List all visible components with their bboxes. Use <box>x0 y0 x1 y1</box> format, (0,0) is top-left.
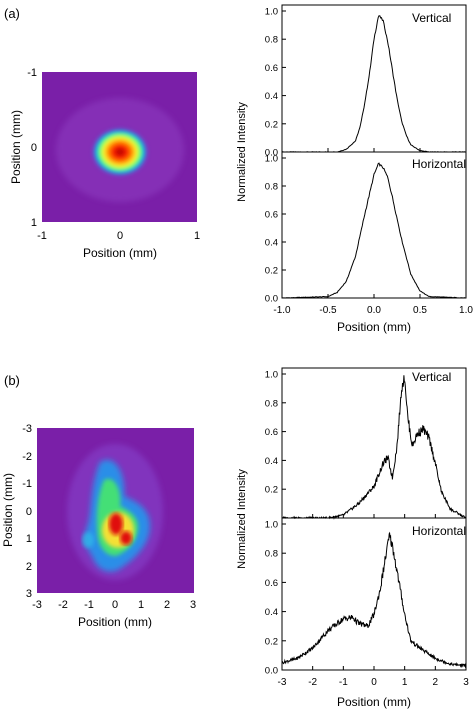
ytick-label: 0.6 <box>265 578 278 589</box>
ytick-label: 0.8 <box>265 398 278 409</box>
xtick-label: -2 <box>308 677 317 688</box>
beam-map-b-side-lobe <box>82 532 94 548</box>
subplot-frame <box>281 367 467 519</box>
beam-map-a-yaxis: -1 0 1 Position (mm) <box>9 67 37 229</box>
ytick-label: 0.4 <box>265 91 278 102</box>
beam-map-b-xtick: 2 <box>164 599 170 611</box>
ytick-label: 0.0 <box>265 294 278 305</box>
beam-map-b-xtick: 3 <box>190 599 196 611</box>
beam-map-b-xtick: -3 <box>32 599 42 611</box>
profile-plots-b: 0.2 0.4 0.6 0.8 1.0 Vertical 0.0 0.2 0.4 0.6 0.8 1.… <box>236 367 469 709</box>
xtick-label: 3 <box>463 677 469 688</box>
ytick-label: 1.0 <box>265 370 278 381</box>
profile-ylabel: Normalized Intensity <box>236 102 248 202</box>
xtick-label: -1 <box>339 677 348 688</box>
beam-map-a-ytick: 0 <box>31 142 37 154</box>
ytick-label: 1.0 <box>265 154 278 165</box>
beam-map-b-ytick: 2 <box>26 561 32 573</box>
beam-map-a-ylabel: Position (mm) <box>9 110 23 184</box>
ytick-label: 0.2 <box>265 266 278 277</box>
ytick-label: 0.6 <box>265 427 278 438</box>
beam-map-a-xtick: 0 <box>117 230 123 242</box>
beam-map-b-xtick: 0 <box>112 599 118 611</box>
profile-subplot-vertical: 0.0 0.2 0.4 0.6 0.8 1.0 Vertical <box>265 4 467 159</box>
beam-map-a-ytick: -1 <box>27 67 37 79</box>
series-label: Vertical <box>412 370 451 384</box>
ytick-label: 0.4 <box>265 238 278 249</box>
ytick-label: 0.0 <box>265 666 278 677</box>
beam-map-b: -3 -2 -1 0 1 2 3 Position (mm) -3 -2 -1 … <box>1 423 196 629</box>
profile-subplot-horizontal: 0.0 0.2 0.4 0.6 0.8 1.0 Horizontal <box>265 517 467 677</box>
profile-plots-a: 0.00.20.40.60.81.0 Vertical0.00.20.40.60.… <box>236 4 473 334</box>
xtick-label: 0.5 <box>413 305 427 316</box>
beam-map-a-ytick: 1 <box>31 217 37 229</box>
series-label: Horizontal <box>412 524 466 538</box>
ytick-label: 0.8 <box>265 182 278 193</box>
beam-map-b-xaxis: -3 -2 -1 0 1 2 3 Position (mm) <box>32 599 196 629</box>
panel-label-b: (b) <box>4 373 20 388</box>
beam-map-b-ytick: 1 <box>26 533 32 545</box>
series-label: Horizontal <box>412 157 466 171</box>
profile-xlabel: Position (mm) <box>337 695 411 709</box>
beam-map-a-xlabel: Position (mm) <box>83 246 157 260</box>
beam-map-a-xaxis: -1 0 1 Position (mm) <box>37 230 200 260</box>
xtick-label: -3 <box>278 677 287 688</box>
beam-map-b-red-core-2 <box>120 531 132 545</box>
beam-map-b-yaxis: -3 -2 -1 0 1 2 3 Position (mm) <box>1 423 32 600</box>
beam-map-b-ytick: -1 <box>22 478 32 490</box>
ytick-label: 1.0 <box>265 520 278 531</box>
beam-map-b-xtick: -2 <box>58 599 68 611</box>
profile-xlabel: Position (mm) <box>337 320 411 334</box>
ytick-label: 0.2 <box>265 485 278 496</box>
xtick-label: 0 <box>371 677 377 688</box>
profile-subplot-horizontal: 0.0 0.2 0.4 0.6 0.8 1.0 Horizontal <box>265 151 467 305</box>
xtick-label: -0.5 <box>319 305 337 316</box>
beam-map-a-spot <box>92 128 148 176</box>
beam-map-a-xtick: 1 <box>194 230 200 242</box>
beam-map-b-xtick: -1 <box>84 599 94 611</box>
profile-line-vertical <box>281 15 467 153</box>
xtick-label: 2 <box>433 677 439 688</box>
subplot-frame <box>281 517 467 671</box>
beam-map-b-ytick: -2 <box>22 451 32 463</box>
ytick-label: 0.2 <box>265 119 278 130</box>
beam-map-b-ytick: 3 <box>26 588 32 600</box>
beam-map-a-xtick: -1 <box>37 230 47 242</box>
profile-line-horizontal <box>281 162 467 299</box>
ytick-label: 0.6 <box>265 210 278 221</box>
ytick-label: 0.0 <box>265 148 278 159</box>
beam-map-a: -1 0 1 Position (mm) -1 0 1 Position (mm… <box>9 67 200 260</box>
ytick-label: 0.4 <box>265 456 278 467</box>
ytick-label: 0.4 <box>265 607 278 618</box>
xtick-label: 1.0 <box>459 305 473 316</box>
beam-map-b-xtick: 1 <box>138 599 144 611</box>
subplot-frame <box>281 4 467 153</box>
ytick-label: 1.0 <box>265 7 278 18</box>
ytick-label: 0.8 <box>265 35 278 46</box>
profile-ylabel: Normalized Intensity <box>236 469 248 569</box>
beam-map-b-ytick: -3 <box>22 423 32 435</box>
beam-map-b-red-core <box>109 513 123 535</box>
ytick-label: 0.6 <box>265 63 278 74</box>
xtick-label: 0.0 <box>367 305 381 316</box>
beam-map-b-ylabel: Position (mm) <box>1 473 15 547</box>
profile-subplot-vertical: 0.2 0.4 0.6 0.8 1.0 Vertical <box>265 367 467 520</box>
beam-map-b-xlabel: Position (mm) <box>78 615 152 629</box>
panel-label-a: (a) <box>4 6 20 21</box>
beam-map-b-ytick: 0 <box>26 506 32 518</box>
profile-line-vertical <box>282 375 467 520</box>
profile-line-horizontal <box>281 531 467 669</box>
xtick-label: -1.0 <box>273 305 291 316</box>
series-label: Vertical <box>412 11 451 25</box>
ytick-label: 0.8 <box>265 549 278 560</box>
xtick-label: 1 <box>402 677 408 688</box>
ytick-label: 0.2 <box>265 636 278 647</box>
